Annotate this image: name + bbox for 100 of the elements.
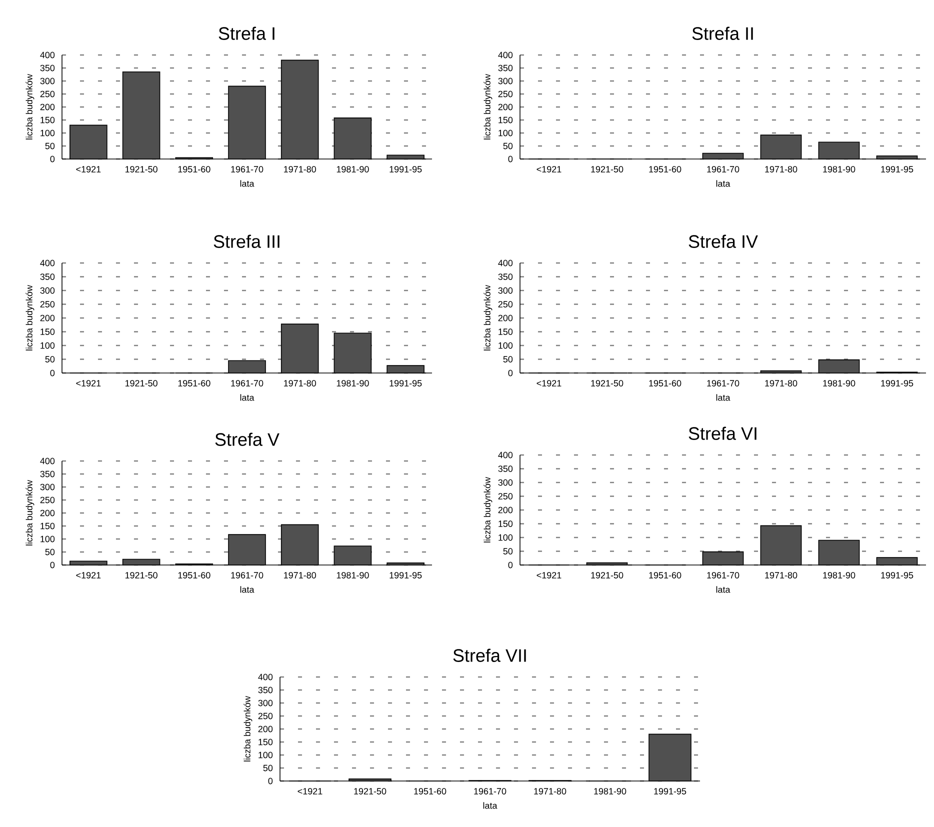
chart-title: Strefa II [692,26,753,40]
x-tick-label: 1921-50 [591,166,624,172]
chart-title: Strefa VII [453,648,526,662]
y-axis-title: liczba budynków [26,284,34,350]
x-tick-label: 1991-95 [390,380,422,386]
x-tick-label: 1981-90 [336,572,369,578]
x-axis-title: lata [240,586,254,593]
y-tick-label: 400 [498,452,513,458]
y-tick-label: 400 [40,458,55,464]
x-tick-label: 1991-95 [881,166,914,172]
y-tick-label: 400 [40,52,55,58]
x-tick-label: 1951-60 [178,166,210,172]
y-tick-label: 150 [498,520,513,527]
y-tick-label: 200 [498,104,513,110]
x-tick-label: 1921-50 [354,788,386,794]
y-tick-label: 300 [40,484,55,490]
x-tick-label: 1971-80 [534,788,566,794]
x-tick-label: 1991-95 [654,788,686,794]
x-tick-label: 1961-70 [231,572,264,578]
y-tick-label: 50 [263,764,273,772]
y-tick-label: 0 [508,370,513,376]
x-tick-label: 1961-70 [474,788,506,794]
y-tick-label: 100 [498,130,513,136]
x-tick-label: 1971-80 [284,572,316,578]
y-tick-label: 0 [508,156,513,162]
x-tick-label: 1971-80 [765,166,798,172]
x-tick-label: 1971-80 [765,572,798,578]
x-tick-label: 1991-95 [881,380,914,386]
x-tick-label: 1961-70 [707,572,740,578]
y-tick-label: 150 [40,522,55,530]
y-axis-title: liczba budynków [26,74,34,140]
x-axis-title: lata [716,180,730,187]
x-tick-label: 1921-50 [125,572,158,578]
y-tick-label: 400 [498,52,513,58]
y-tick-label: 100 [498,534,513,541]
x-tick-label: <1921 [76,380,101,386]
x-tick-label: 1921-50 [591,572,624,578]
y-tick-label: 350 [40,470,55,478]
chart-title: Strefa VI [688,426,756,440]
x-axis-title: lata [483,802,498,809]
y-tick-label: 350 [498,274,513,280]
y-tick-label: 50 [503,142,513,150]
y-tick-label: 0 [50,156,55,162]
chart-title: Strefa IV [688,234,758,248]
x-tick-label: 1961-70 [707,166,740,172]
y-tick-label: 250 [40,496,55,504]
y-tick-label: 250 [40,301,55,308]
y-tick-label: 50 [45,548,55,556]
x-tick-label: 1961-70 [231,380,264,386]
y-tick-label: 50 [45,142,55,150]
x-tick-label: <1921 [536,380,562,386]
x-tick-label: 1991-95 [390,572,422,578]
x-tick-label: 1971-80 [765,380,798,386]
x-tick-label: 1951-60 [649,166,682,172]
x-tick-label: <1921 [76,572,101,578]
y-axis-title: liczba budynków [484,476,492,542]
x-tick-label: 1981-90 [336,380,369,386]
chart-title: Strefa I [218,26,274,40]
y-tick-label: 300 [498,479,513,486]
y-tick-label: 250 [498,493,513,500]
x-tick-label: 1951-60 [649,572,682,578]
y-axis-title: liczba budynków [26,480,34,546]
y-tick-label: 300 [40,78,55,84]
y-tick-label: 100 [40,536,55,542]
y-tick-label: 100 [258,752,273,758]
y-tick-label: 350 [40,64,55,72]
y-axis-title: liczba budynków [484,74,492,140]
y-tick-label: 50 [503,356,513,362]
y-tick-label: 250 [258,712,273,720]
y-tick-label: 150 [40,116,55,124]
x-tick-label: 1951-60 [649,380,682,386]
y-tick-label: 200 [40,510,55,516]
y-tick-label: 150 [498,116,513,124]
y-tick-label: 0 [50,562,55,568]
y-tick-label: 350 [258,686,273,694]
x-tick-label: 1961-70 [231,166,264,172]
y-tick-label: 150 [258,738,273,746]
x-tick-label: <1921 [536,572,562,578]
x-axis-title: lata [716,394,730,401]
x-tick-label: <1921 [76,166,101,172]
x-tick-label: 1951-60 [178,572,210,578]
x-tick-label: <1921 [536,166,562,172]
y-axis-title: liczba budynków [484,284,492,350]
chart-title: Strefa V [215,432,280,446]
x-tick-label: 1981-90 [336,166,369,172]
y-tick-label: 200 [498,506,513,514]
x-axis-title: lata [240,180,254,187]
y-tick-label: 300 [498,287,513,294]
y-tick-label: 150 [40,328,55,335]
y-tick-label: 50 [503,548,513,554]
y-tick-label: 100 [40,130,55,136]
y-tick-label: 100 [498,342,513,349]
y-tick-label: 0 [50,370,55,376]
y-tick-label: 0 [508,562,513,568]
y-tick-label: 350 [40,274,55,280]
x-tick-label: 1971-80 [284,166,316,172]
x-tick-label: <1921 [298,788,322,794]
y-tick-label: 400 [498,260,513,266]
x-tick-label: 1991-95 [390,166,422,172]
y-tick-label: 150 [498,328,513,335]
